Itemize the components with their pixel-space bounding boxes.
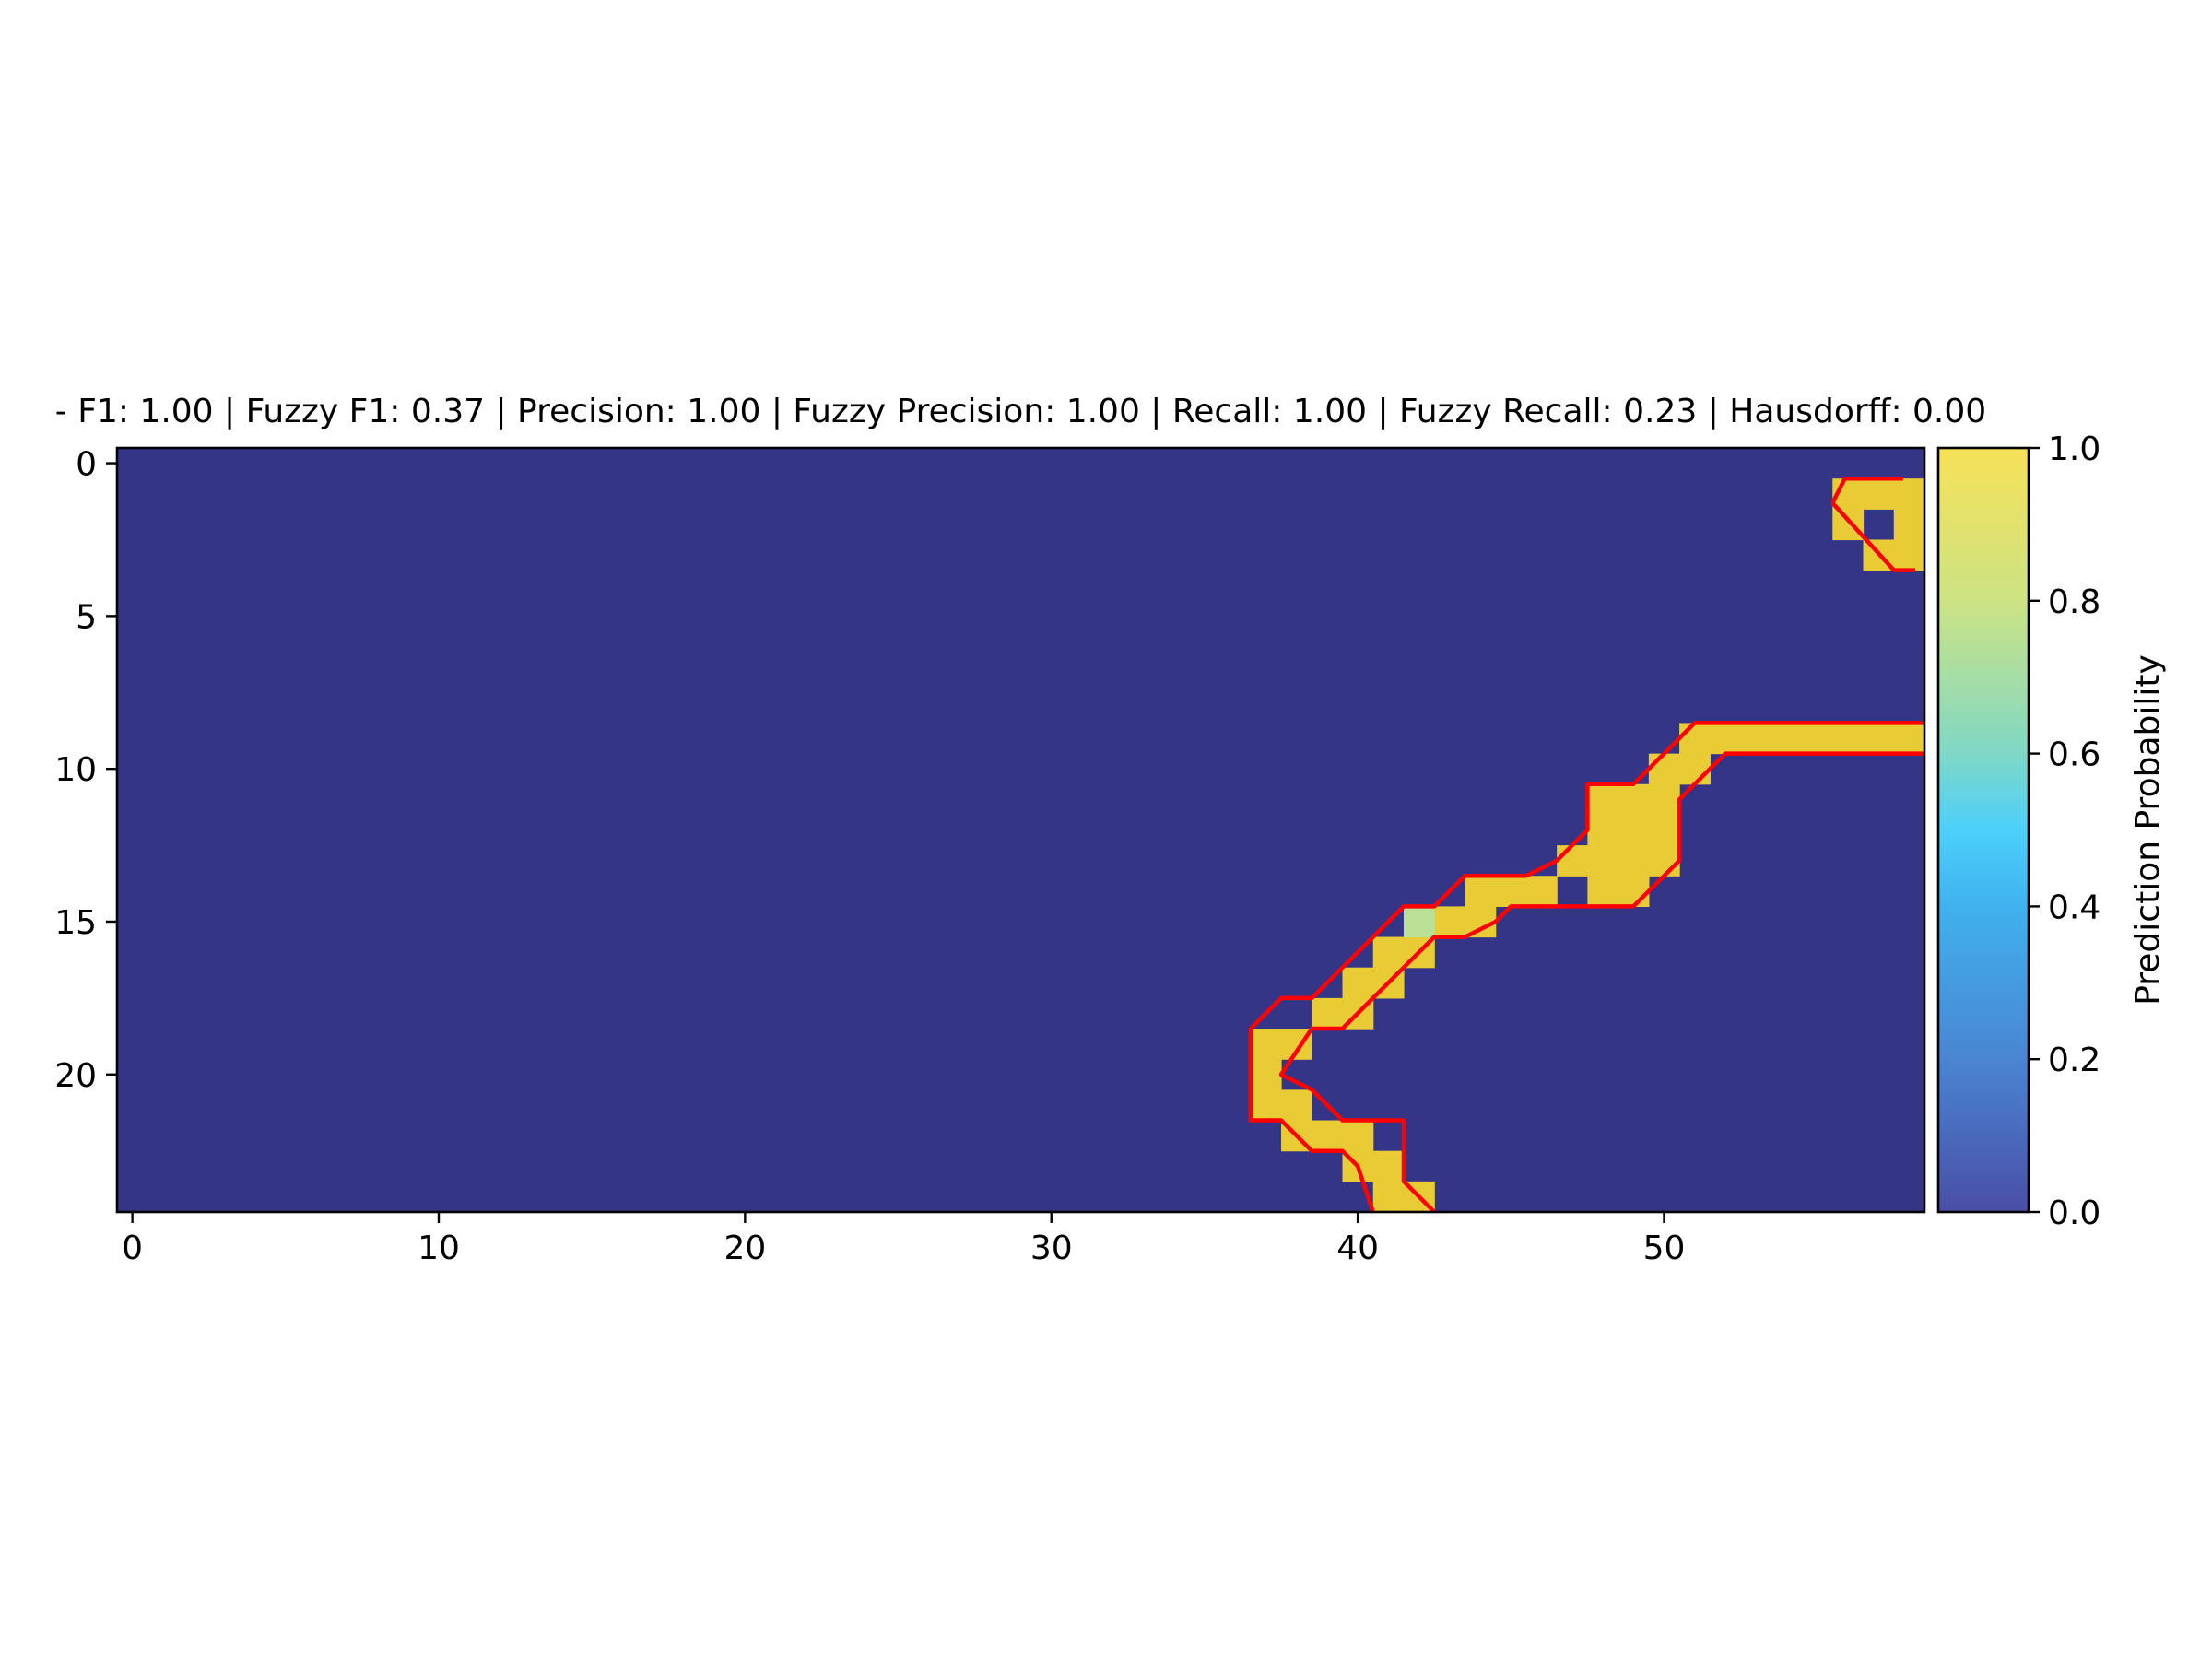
heatmap-cell — [1312, 997, 1344, 1030]
heatmap-cell — [1771, 723, 1803, 755]
colorbar-tick-label: 0.6 — [2048, 736, 2100, 774]
heatmap-cell — [1250, 1029, 1282, 1060]
contour-line — [1248, 721, 1924, 1212]
x-tick-label: 20 — [724, 1230, 766, 1267]
heatmap-cell — [1648, 814, 1680, 846]
heatmap-cell — [1403, 906, 1435, 938]
heatmap-cell — [1618, 783, 1650, 816]
heatmap-cell — [1832, 723, 1865, 755]
x-tick-label: 50 — [1643, 1230, 1686, 1267]
y-axis: 0 5 10 15 20 — [54, 446, 117, 1095]
heatmap-cell — [1525, 876, 1558, 907]
heatmap-cell — [1648, 845, 1680, 877]
contour-lines — [1248, 476, 1924, 1212]
x-tick-label: 10 — [418, 1230, 460, 1267]
heatmap-cells — [117, 448, 1925, 1213]
heatmap-cell — [1893, 509, 1925, 541]
heatmap-cell — [1342, 1120, 1374, 1152]
heatmap-cell — [1679, 723, 1711, 755]
heatmap-cell — [1465, 876, 1497, 907]
heatmap-cell — [1832, 509, 1865, 541]
colorbar-label: Prediction Probability — [2129, 654, 2167, 1006]
heatmap-cell — [1372, 936, 1405, 969]
heatmap-cell — [1648, 753, 1680, 785]
heatmap-cell — [1587, 876, 1619, 907]
heatmap-cell — [1679, 753, 1711, 785]
heatmap-cell — [1557, 845, 1588, 877]
heatmap-cell — [1495, 876, 1527, 907]
colorbar-frame — [1936, 446, 2030, 1214]
x-tick-label: 40 — [1336, 1230, 1379, 1267]
heatmap-cell — [1312, 1120, 1344, 1152]
heatmap-cell — [1618, 845, 1650, 877]
heatmap-cell — [1893, 723, 1925, 755]
colorbar-tick-label: 0.2 — [2048, 1041, 2100, 1079]
x-axis: 0 10 20 30 40 50 — [122, 1212, 1685, 1267]
heatmap-cell — [1710, 723, 1742, 755]
contour-line — [1278, 751, 1924, 1212]
heatmap-cell — [1372, 1150, 1405, 1182]
chart-title: - F1: 1.00 | Fuzzy F1: 0.37 | Precision:… — [55, 393, 1986, 430]
heatmap-cell — [1863, 723, 1895, 755]
contour-line — [1830, 476, 1903, 504]
y-tick-label: 15 — [54, 904, 97, 942]
heatmap-cell — [1893, 539, 1925, 571]
colorbar-ticks: 0.0 0.2 0.4 0.6 0.8 1.0 — [2029, 430, 2100, 1232]
heatmap-cell — [1342, 967, 1374, 999]
y-tick-label: 0 — [76, 446, 97, 484]
heatmap-cell — [1618, 814, 1650, 846]
x-tick-label: 30 — [1030, 1230, 1073, 1267]
colorbar-tick-label: 1.0 — [2048, 430, 2100, 468]
colorbar-tick-label: 0.8 — [2048, 583, 2100, 621]
heatmap-cell — [1863, 478, 1895, 510]
colorbar-tick-label: 0.0 — [2048, 1194, 2100, 1232]
colorbar-tick-label: 0.4 — [2048, 888, 2100, 926]
heatmap-cell — [1648, 783, 1680, 816]
x-tick-label: 0 — [122, 1230, 143, 1267]
colorbar-gradient — [1938, 448, 2029, 1212]
heatmap-cell — [1434, 906, 1466, 938]
colorbar: 0.0 0.2 0.4 0.6 0.8 1.0 Prediction Probabilit… — [1936, 430, 2167, 1232]
heatmap-cell — [1372, 1181, 1405, 1213]
heatmap-cell — [1250, 1089, 1282, 1122]
y-tick-label: 5 — [76, 598, 97, 636]
heatmap-cell — [1281, 1089, 1312, 1122]
heatmap-cell — [1587, 845, 1619, 877]
y-tick-label: 20 — [54, 1057, 97, 1095]
heatmap-cell — [1893, 478, 1925, 510]
heatmap-cell — [1587, 814, 1619, 846]
heatmap-cell — [1802, 723, 1833, 755]
plot-frame — [115, 446, 1926, 1214]
contour-line — [1830, 501, 1915, 572]
heatmap-cell — [1740, 723, 1772, 755]
y-tick-label: 10 — [54, 751, 97, 789]
heatmap-cell — [1250, 1059, 1282, 1090]
heatmap-cell — [1587, 783, 1619, 816]
heatmap-cell — [1618, 876, 1650, 907]
